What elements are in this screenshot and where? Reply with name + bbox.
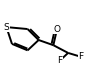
- Text: S: S: [4, 23, 9, 32]
- Text: O: O: [54, 25, 61, 34]
- Text: F: F: [78, 52, 84, 61]
- Text: F: F: [57, 56, 62, 65]
